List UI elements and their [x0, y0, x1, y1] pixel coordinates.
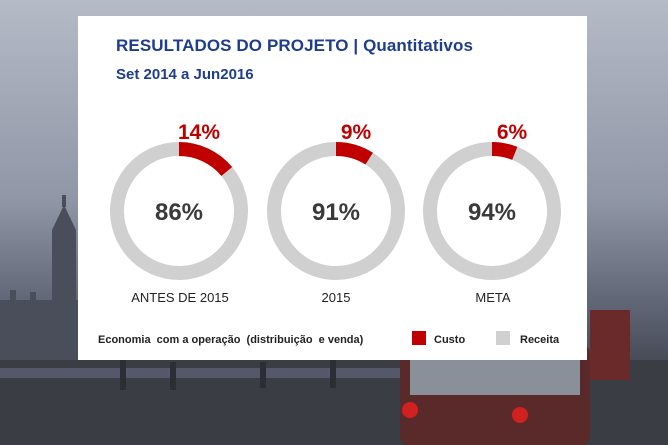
legend-swatch-custo — [412, 331, 426, 345]
donut-slice-receita-2 — [267, 142, 405, 280]
chart-title: RESULTADOS DO PROJETO | Quantitativos — [116, 36, 473, 55]
custo-data-label-3: 6% — [497, 121, 528, 144]
donut-slice-custo-3 — [491, 142, 518, 160]
donut-charts: 86% 14% 91% 9% 94% 6% — [110, 121, 561, 280]
results-card: RESULTADOS DO PROJETO | Quantitativos Se… — [78, 16, 587, 360]
donut-slice-custo-1 — [178, 142, 233, 177]
receita-data-label-3: 94% — [468, 199, 516, 226]
receita-data-label-1: 86% — [155, 199, 203, 226]
custo-data-label-2: 9% — [341, 121, 372, 144]
legend-label-receita: Receita — [520, 334, 560, 346]
receita-data-label-2: 91% — [312, 199, 360, 226]
chart-subtitle: Set 2014 a Jun2016 — [116, 66, 254, 83]
custo-data-label-1: 14% — [178, 121, 220, 144]
legend-label-custo: Custo — [434, 334, 466, 346]
category-label-antes-2015: ANTES DE 2015 — [131, 290, 229, 305]
category-label-meta: META — [475, 290, 511, 305]
donut-slice-receita-3 — [423, 142, 561, 280]
legend-swatch-receita — [496, 331, 510, 345]
donut-slice-custo-2 — [335, 142, 373, 165]
donut-slice-receita-1 — [110, 142, 248, 280]
category-label-2015: 2015 — [321, 290, 351, 305]
legend-caption: Economia com a operação (distribuição e … — [98, 334, 364, 346]
